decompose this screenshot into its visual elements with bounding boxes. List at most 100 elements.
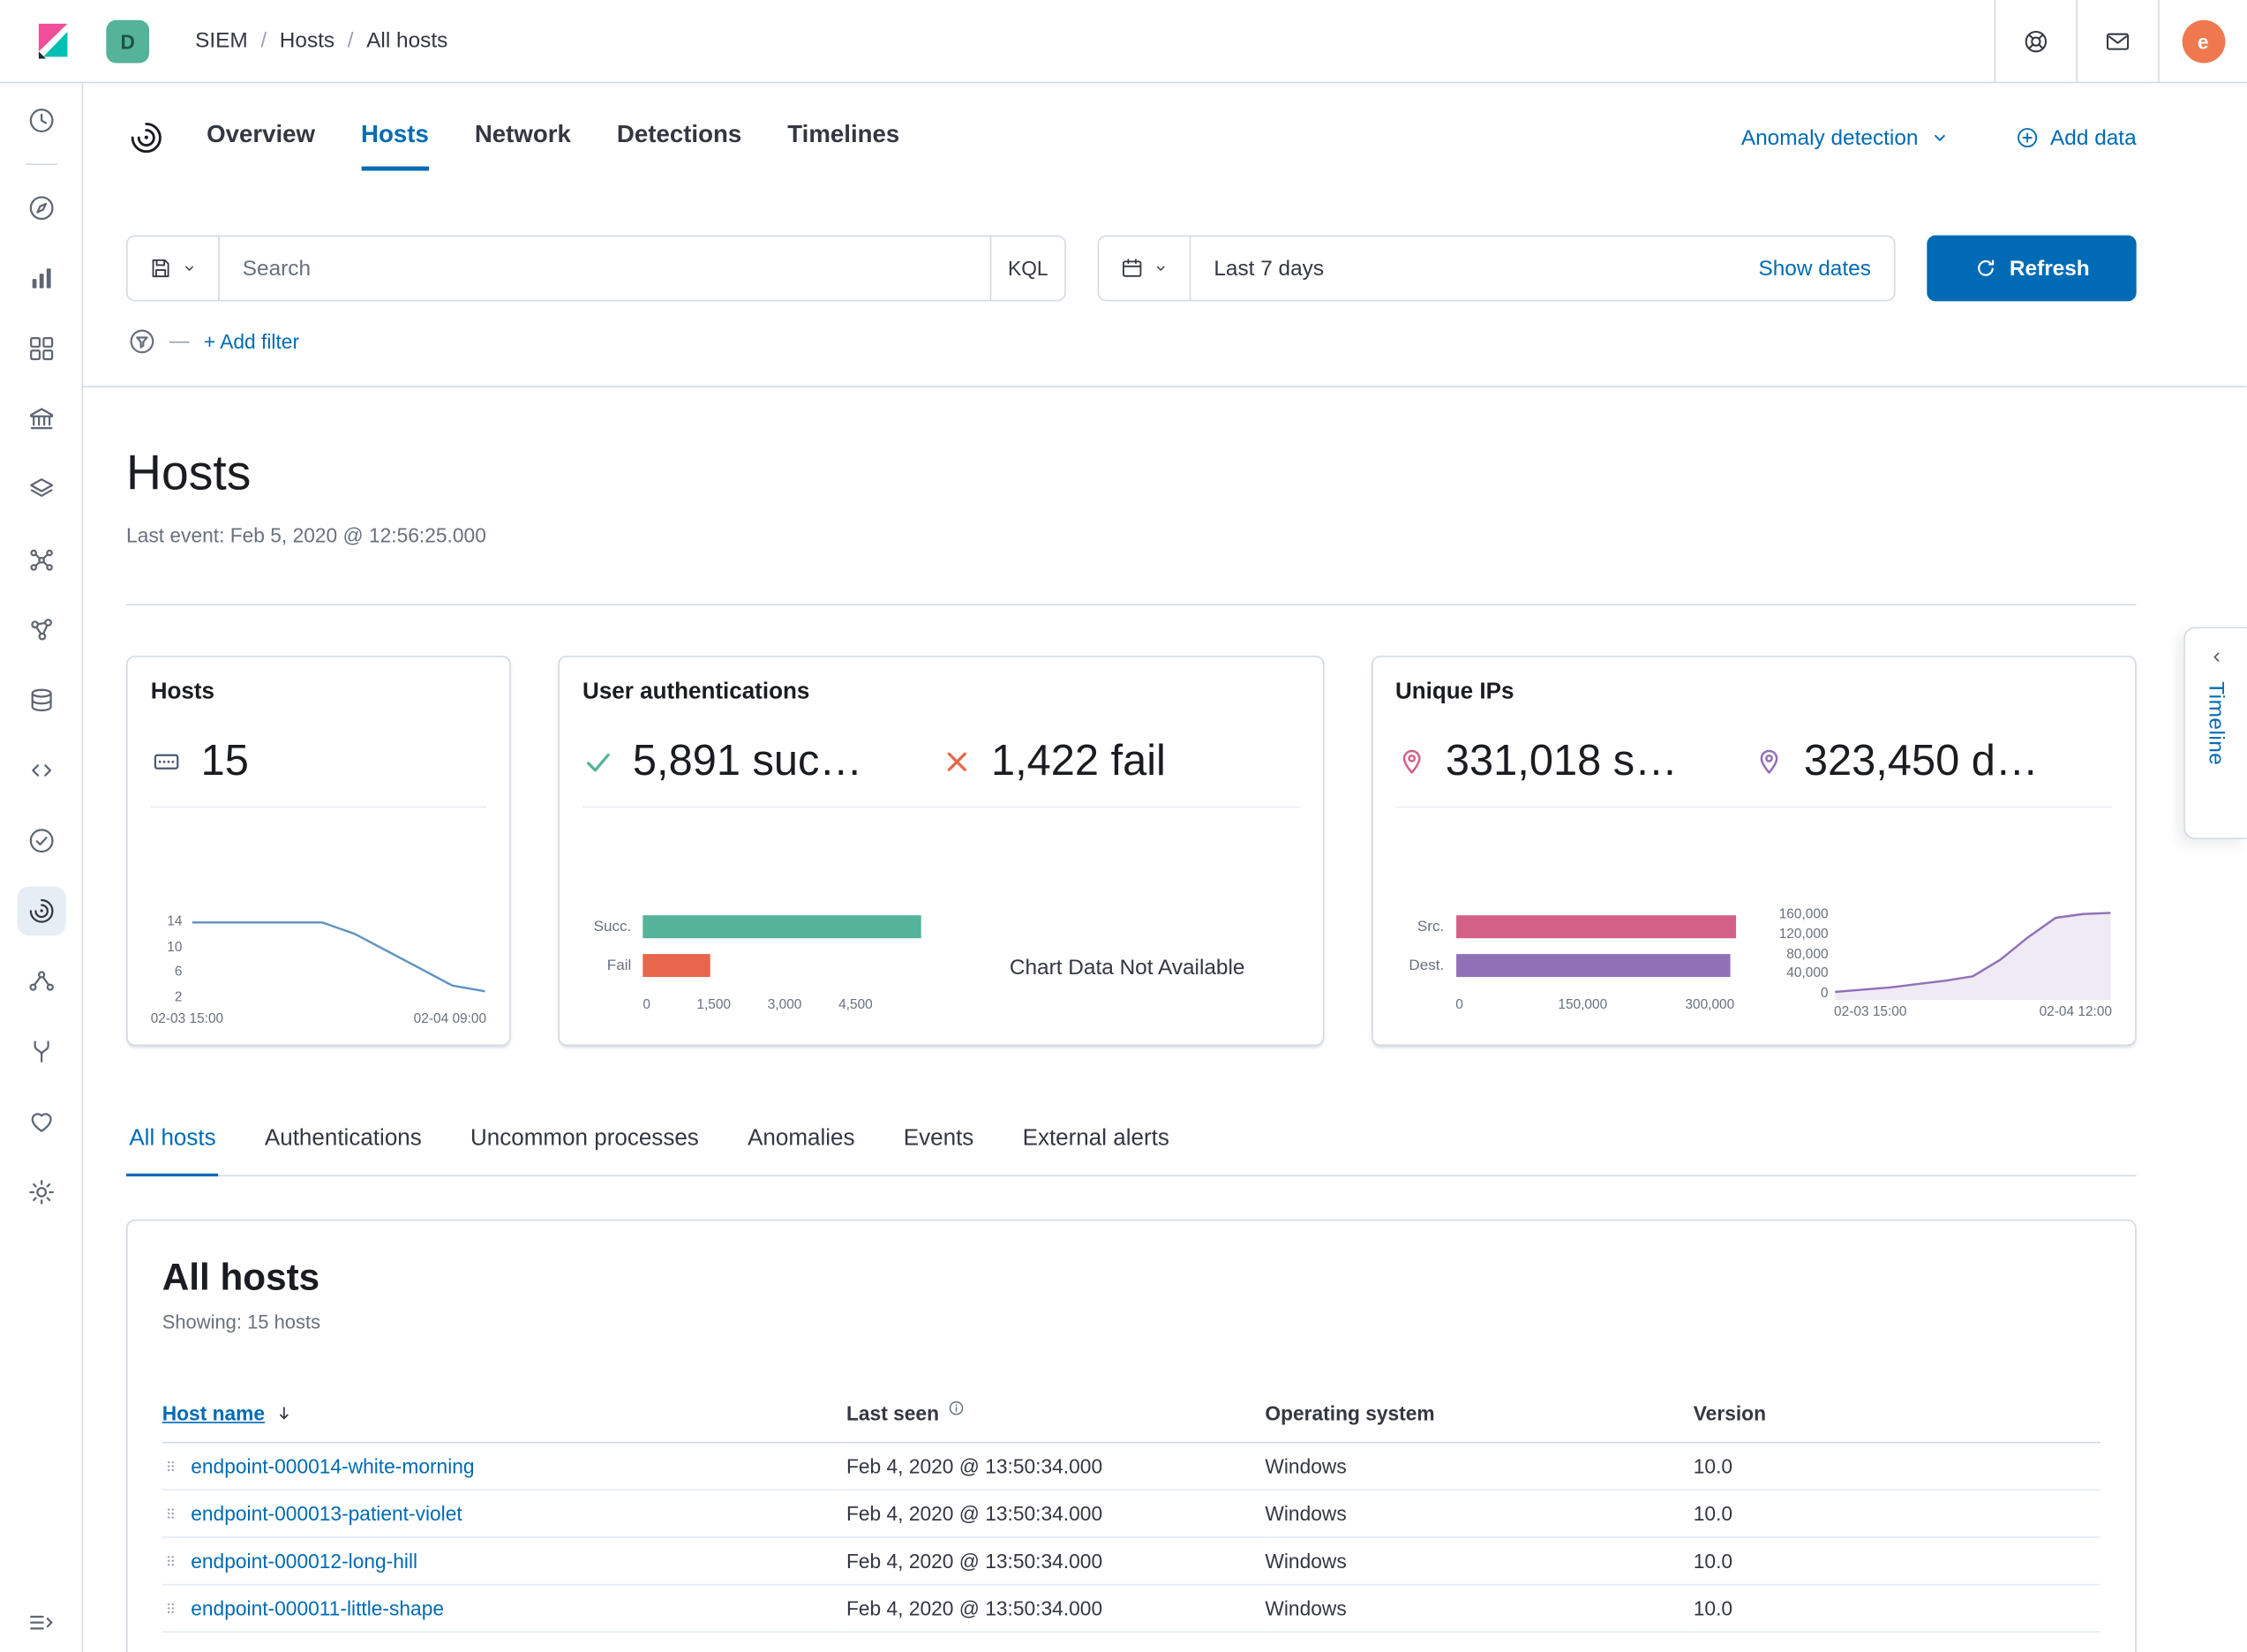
host-link[interactable]: endpoint-000011-little-shape bbox=[191, 1596, 445, 1620]
tick-label: 02-03 15:00 bbox=[1834, 1003, 1907, 1020]
column-header-version: Version bbox=[1693, 1401, 2101, 1444]
drag-handle-icon[interactable] bbox=[162, 1550, 180, 1573]
date-range-value[interactable]: Last 7 days bbox=[1191, 237, 1347, 300]
host-tab-uncommon-processes[interactable]: Uncommon processes bbox=[468, 1103, 702, 1176]
dashboard-icon bbox=[25, 333, 56, 364]
help-button[interactable] bbox=[1994, 0, 2077, 82]
tick-label: 0 bbox=[1455, 996, 1463, 1013]
filter-icon[interactable] bbox=[126, 326, 158, 357]
siem-icon bbox=[25, 895, 56, 927]
host-link[interactable]: endpoint-000012-long-hill bbox=[191, 1549, 418, 1573]
metric-row: 331,018 s… 323,450 d… bbox=[1395, 738, 2112, 786]
version-cell: 10.0 bbox=[1693, 1536, 2101, 1586]
sidebar-nav bbox=[0, 83, 82, 1208]
help-icon bbox=[2022, 26, 2051, 56]
ips-bar-chart: Src. Dest. 0 150,000 300,000 bbox=[1395, 906, 1740, 1016]
card-divider bbox=[150, 806, 487, 808]
host-tab-events[interactable]: Events bbox=[901, 1103, 977, 1176]
avatar: e bbox=[2181, 19, 2225, 63]
nav-tab-hosts[interactable]: Hosts bbox=[361, 105, 429, 170]
sidebar-item-siem[interactable] bbox=[16, 886, 65, 935]
sidebar-item-graph[interactable] bbox=[25, 614, 56, 646]
top-bar: D SIEM / Hosts / All hosts e bbox=[0, 0, 2247, 84]
sidebar-item-stack-monitoring[interactable] bbox=[25, 1106, 56, 1138]
user-menu-button[interactable]: e bbox=[2158, 0, 2247, 82]
no-chart-data-message: Chart Data Not Available bbox=[1009, 954, 1245, 980]
table-row: endpoint-000014-white-morning Feb 4, 2020… bbox=[162, 1442, 2101, 1491]
drag-handle-icon[interactable] bbox=[162, 1454, 180, 1477]
collapse-nav-button[interactable] bbox=[25, 1607, 56, 1639]
breadcrumb-item-hosts[interactable]: Hosts bbox=[279, 28, 335, 54]
sidebar-item-dev-tools[interactable] bbox=[25, 1036, 56, 1068]
add-filter-button[interactable]: + Add filter bbox=[203, 329, 300, 353]
search-input[interactable] bbox=[219, 237, 990, 300]
host-tab-all-hosts[interactable]: All hosts bbox=[126, 1103, 219, 1177]
destination-ips-count: 323,450 d… bbox=[1803, 737, 2039, 785]
bar-label: Src. bbox=[1417, 918, 1445, 935]
maps-icon bbox=[25, 473, 56, 505]
info-icon[interactable] bbox=[948, 1398, 966, 1416]
sidebar-item-management[interactable] bbox=[25, 1176, 56, 1208]
logs-icon bbox=[25, 755, 56, 786]
host-tab-external-alerts[interactable]: External alerts bbox=[1019, 1103, 1172, 1176]
mail-icon bbox=[2103, 26, 2132, 56]
nav-tab-detections[interactable]: Detections bbox=[617, 105, 741, 169]
show-dates-button[interactable]: Show dates bbox=[1735, 237, 1893, 300]
query-bar: KQL Last 7 days Show dates Refresh bbox=[126, 235, 2137, 302]
nav-tab-timelines[interactable]: Timelines bbox=[787, 105, 899, 169]
anomaly-detection-menu[interactable]: Anomaly detection bbox=[1741, 125, 1951, 150]
space-switcher[interactable]: D bbox=[106, 19, 150, 63]
sidebar-item-logs[interactable] bbox=[25, 755, 56, 786]
sidebar-item-uptime[interactable] bbox=[25, 825, 56, 857]
nav-tab-overview[interactable]: Overview bbox=[207, 105, 315, 169]
sidebar-item-maps[interactable] bbox=[25, 473, 56, 505]
column-header-host-name[interactable]: Host name bbox=[162, 1401, 266, 1425]
refresh-button[interactable]: Refresh bbox=[1927, 235, 2137, 302]
sidebar bbox=[0, 83, 84, 1652]
host-tab-authentications[interactable]: Authentications bbox=[262, 1103, 425, 1176]
sidebar-item-metrics[interactable] bbox=[25, 684, 56, 716]
drag-handle-icon[interactable] bbox=[162, 1502, 180, 1525]
area-chart bbox=[1835, 912, 2111, 1001]
os-cell: Windows bbox=[1265, 1442, 1694, 1491]
os-cell: Windows bbox=[1265, 1536, 1694, 1586]
sidebar-item-discover[interactable] bbox=[25, 192, 56, 224]
sidebar-item-machine-learning[interactable] bbox=[25, 544, 56, 575]
hosts-table: Host name Last seen Operating system Ver… bbox=[162, 1398, 2101, 1633]
sidebar-item-apm[interactable] bbox=[25, 965, 56, 997]
date-quick-select-button[interactable] bbox=[1099, 237, 1191, 300]
drag-handle-icon[interactable] bbox=[162, 1596, 180, 1619]
sort-desc-icon bbox=[274, 1403, 294, 1423]
saved-query-button[interactable] bbox=[128, 237, 220, 300]
timeline-flyout-toggle[interactable]: Timeline bbox=[2183, 627, 2247, 840]
main-content: Overview Hosts Network Detections Timelines … bbox=[83, 83, 2247, 1652]
timeline-label: Timeline bbox=[2204, 681, 2228, 766]
chevron-left-icon bbox=[2206, 647, 2227, 667]
table-row: endpoint-000012-long-hill Feb 4, 2020 @ 1… bbox=[162, 1536, 2101, 1586]
host-tab-anomalies[interactable]: Anomalies bbox=[745, 1103, 858, 1176]
top-bar-left: D SIEM / Hosts / All hosts bbox=[0, 0, 447, 82]
last-seen-cell: Feb 4, 2020 @ 13:50:34.000 bbox=[845, 1584, 1266, 1633]
kibana-logo[interactable] bbox=[32, 19, 75, 63]
sidebar-item-visualize[interactable] bbox=[25, 263, 56, 295]
add-data-button[interactable]: Add data bbox=[2014, 124, 2137, 150]
host-tabs: All hosts Authentications Uncommon process… bbox=[126, 1103, 2137, 1177]
breadcrumb-item-siem[interactable]: SIEM bbox=[195, 28, 248, 54]
hosts-card: Hosts 15 14 10 6 2 02-03 15:00 02-04 09:00 bbox=[126, 655, 511, 1047]
sidebar-item-dashboard[interactable] bbox=[25, 333, 56, 364]
check-icon bbox=[582, 746, 614, 777]
os-cell: Windows bbox=[1265, 1584, 1694, 1633]
newsfeed-button[interactable] bbox=[2076, 0, 2158, 82]
host-link[interactable]: endpoint-000013-patient-violet bbox=[191, 1502, 462, 1526]
hosts-count: 15 bbox=[200, 737, 249, 785]
nav-tab-network[interactable]: Network bbox=[475, 105, 571, 169]
host-link[interactable]: endpoint-000014-white-morning bbox=[191, 1454, 475, 1478]
tick-label: 160,000 bbox=[1778, 906, 1829, 923]
search-bar: KQL bbox=[126, 235, 1066, 302]
bar-row: Dest. bbox=[1395, 954, 1740, 978]
card-title: User authentications bbox=[582, 680, 810, 705]
kql-syntax-toggle[interactable]: KQL bbox=[989, 237, 1065, 300]
x-axis-labels: 0 1,500 3,000 4,500 bbox=[643, 997, 926, 1016]
sidebar-item-canvas[interactable] bbox=[25, 403, 56, 435]
sidebar-item-recently-viewed[interactable] bbox=[25, 105, 56, 137]
